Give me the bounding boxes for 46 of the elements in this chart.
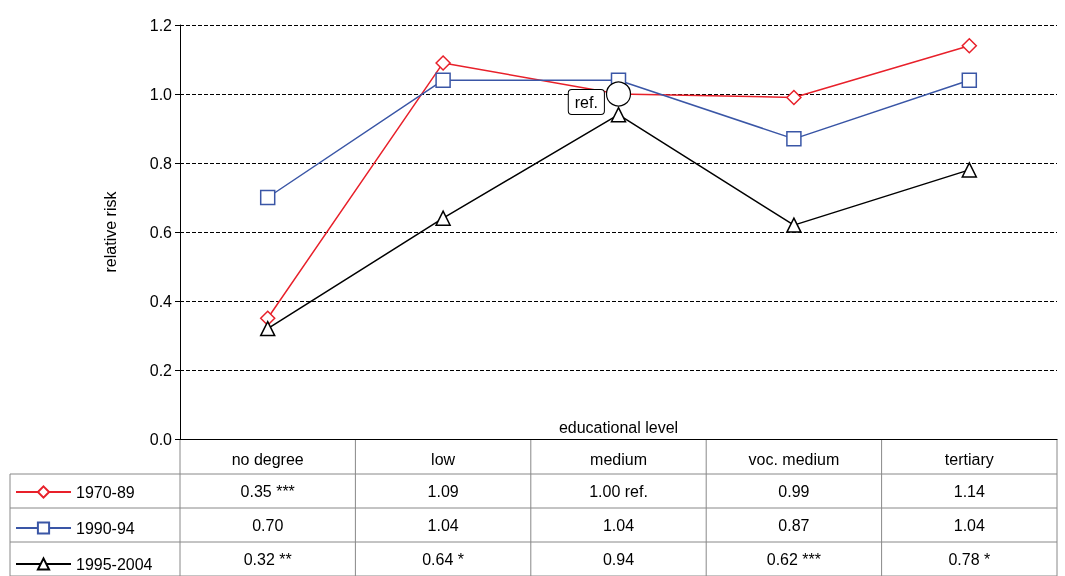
point <box>435 55 451 71</box>
legend-label: 1990-94 <box>76 519 135 537</box>
y-tick-label: 0.2 <box>149 361 173 379</box>
data-label: 0.87 <box>778 516 810 534</box>
data-label: 1.04 <box>602 516 635 534</box>
point <box>259 310 276 326</box>
y-axis-title: relative risk <box>101 190 119 273</box>
legend-label: 1970-89 <box>76 483 135 501</box>
point <box>786 89 802 106</box>
point <box>786 131 802 147</box>
point <box>786 217 802 233</box>
data-label: 0.64 * <box>422 550 465 568</box>
y-tick-label: 1.2 <box>149 16 173 34</box>
data-label: 1.14 <box>953 482 985 500</box>
point <box>435 72 451 88</box>
data-label: 0.94 <box>602 550 635 568</box>
x-tick-label: medium <box>590 450 647 468</box>
point <box>259 320 276 337</box>
data-label: 0.32 ** <box>243 550 292 568</box>
y-tick-label: 0.8 <box>149 154 173 172</box>
y-tick-label: 0.6 <box>149 223 173 241</box>
legend-label: 1995-2004 <box>76 555 153 573</box>
x-tick-label: low <box>431 450 456 468</box>
data-label: 0.70 <box>252 516 284 534</box>
point <box>961 162 978 178</box>
x-tick-label: tertiary <box>944 450 994 468</box>
point <box>961 72 978 88</box>
x-tick-label: voc. medium <box>748 450 840 468</box>
data-label: 0.99 <box>778 482 810 500</box>
y-tick-label: 0.4 <box>149 292 173 310</box>
y-tick-label: 1.0 <box>149 85 173 103</box>
point <box>259 189 276 206</box>
y-tick-label: 0.0 <box>149 430 173 448</box>
x-tick-label: no degree <box>231 450 304 468</box>
data-label: 1.00 ref. <box>589 482 648 500</box>
point <box>610 106 627 123</box>
data-label: 0.35 *** <box>240 482 295 500</box>
data-label: 1.09 <box>427 482 459 500</box>
data-label: 1.04 <box>953 516 985 534</box>
point <box>961 37 978 54</box>
point <box>435 210 451 226</box>
data-label: 0.62 *** <box>766 550 822 568</box>
annotation: ref. <box>574 93 598 111</box>
data-label: 0.78 * <box>948 550 991 568</box>
x-axis-title: educational level <box>558 418 679 436</box>
data-label: 1.04 <box>427 516 459 534</box>
